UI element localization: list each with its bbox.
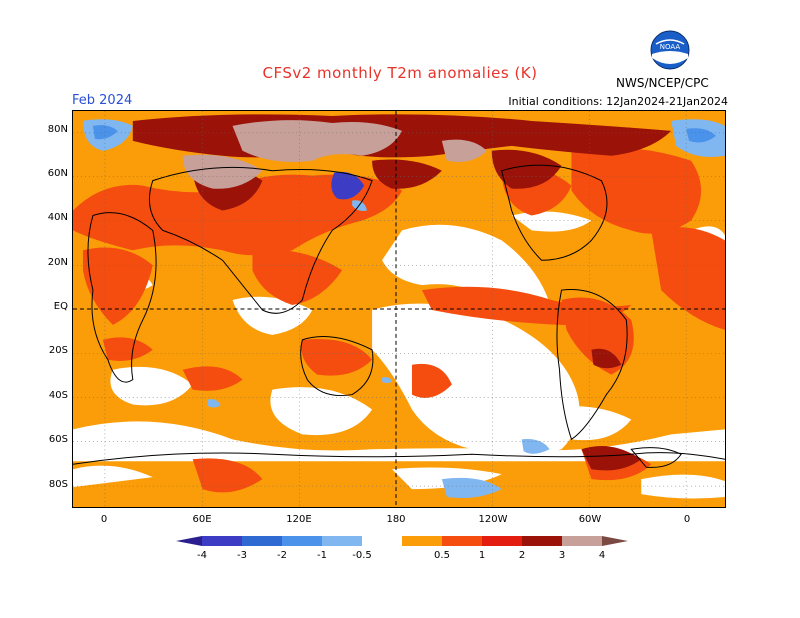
lon-label: 0 [683, 514, 691, 525]
colorbar-swatch [402, 536, 442, 546]
lat-label: 60N [47, 168, 68, 179]
lat-label: 60S [48, 434, 68, 445]
agency-label: NWS/NCEP/CPC [616, 76, 709, 90]
lon-label: 60W [578, 514, 602, 525]
forecast-month: Feb 2024 [72, 93, 133, 108]
colorbar-tick-label: 4 [599, 550, 605, 561]
lat-label: 20N [47, 257, 68, 268]
coastlines [73, 164, 725, 468]
anomaly-map [72, 110, 726, 508]
colorbar-swatch [442, 536, 482, 546]
lon-label: 60E [192, 514, 212, 525]
anomaly-3-4K-regions [182, 120, 487, 189]
initial-conditions: Initial conditions: 12Jan2024-21Jan2024 [508, 95, 728, 108]
logo-text: NOAA [660, 43, 681, 51]
lat-label: 40S [48, 390, 68, 401]
map-title: CFSv2 monthly T2m anomalies (K) [262, 64, 538, 82]
colorbar-tick-label: -3 [237, 550, 247, 561]
colorbar: -4 -3 -2 -1 -0.5 0.5 1 2 3 4 [176, 536, 628, 561]
colorbar-tick-label: 3 [559, 550, 565, 561]
lat-label: 80S [48, 479, 68, 490]
lat-label: EQ [53, 301, 68, 312]
lon-label: 120W [478, 514, 508, 525]
noaa-logo-icon: NOAA [650, 30, 690, 70]
colorbar-swatch [322, 536, 362, 546]
colorbar-swatch [562, 536, 602, 546]
colorbar-swatch [522, 536, 562, 546]
anomaly-cold-regions [82, 119, 725, 499]
lat-label: 80N [47, 124, 68, 135]
lon-label: 180 [386, 514, 406, 525]
colorbar-tick-label: -0.5 [352, 550, 372, 561]
colorbar-tick-label: -2 [277, 550, 287, 561]
colorbar-tick-label: 0.5 [434, 550, 450, 561]
anomaly-1-2K-regions [73, 147, 725, 493]
colorbar-tick-label: 2 [519, 550, 525, 561]
colorbar-swatch [242, 536, 282, 546]
lon-label: 0 [100, 514, 108, 525]
colorbar-swatch [202, 536, 242, 546]
colorbar-tick-label: -4 [197, 550, 207, 561]
colorbar-tick-label: 1 [479, 550, 485, 561]
colorbar-tick-label: -1 [317, 550, 327, 561]
lat-label: 20S [48, 345, 68, 356]
colorbar-swatch [482, 536, 522, 546]
lon-label: 120E [286, 514, 312, 525]
colorbar-arrow-left [176, 536, 202, 546]
colorbar-swatch [362, 536, 402, 546]
colorbar-arrow-right [602, 536, 628, 546]
colorbar-swatch [282, 536, 322, 546]
lat-label: 40N [47, 212, 68, 223]
